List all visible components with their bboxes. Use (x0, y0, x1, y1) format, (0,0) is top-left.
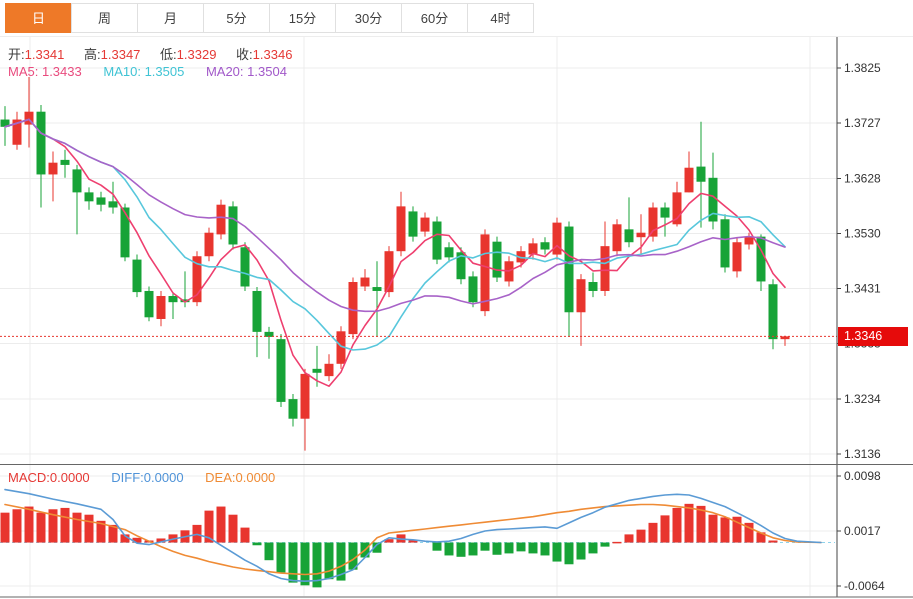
ohlc-info: 开:1.3341 高:1.3347 低:1.3329 收:1.3346 (8, 44, 308, 63)
ma10-value: 1.3505 (144, 64, 185, 79)
svg-text:1.3727: 1.3727 (844, 116, 881, 130)
ma5-label: MA5: (8, 64, 39, 79)
svg-text:1.3530: 1.3530 (844, 226, 881, 240)
dea-value: 0.0000 (235, 470, 276, 485)
dea-line (4, 503, 822, 576)
ma10-line (4, 118, 786, 351)
tab-5min[interactable]: 5分 (203, 3, 270, 33)
ma5-value: 1.3433 (41, 64, 82, 79)
svg-text:0.0017: 0.0017 (844, 524, 881, 538)
low-value: 1.3329 (176, 47, 217, 62)
svg-text:1.3136: 1.3136 (844, 447, 881, 461)
ma-info: MA5: 1.3433 MA10: 1.3505 MA20: 1.3504 (8, 64, 305, 79)
diff-line (4, 488, 822, 582)
svg-text:1.3628: 1.3628 (844, 171, 881, 185)
svg-text:1.3431: 1.3431 (844, 282, 881, 296)
svg-text:1.3234: 1.3234 (844, 392, 881, 406)
tabbar-divider (0, 36, 913, 37)
diff-label: DIFF: (111, 470, 144, 485)
tab-4hour[interactable]: 4时 (467, 3, 534, 33)
low-label: 低: (160, 47, 177, 62)
tab-day[interactable]: 日 (5, 3, 72, 33)
macd-histogram (0, 503, 778, 588)
ma20-value: 1.3504 (247, 64, 287, 79)
tab-15min[interactable]: 15分 (269, 3, 336, 33)
candles (0, 76, 790, 451)
ma20-line (4, 118, 786, 313)
diff-value: 0.0000 (143, 470, 184, 485)
panel-borders (0, 37, 913, 598)
high-label: 高: (84, 47, 101, 62)
close-value: 1.3346 (252, 47, 293, 62)
open-label: 开: (8, 47, 25, 62)
tab-60min[interactable]: 60分 (401, 3, 468, 33)
open-value: 1.3341 (24, 47, 65, 62)
svg-text:-0.0064: -0.0064 (844, 579, 885, 593)
timeframe-tabs: 日 周 月 5分 15分 30分 60分 4时 (5, 3, 534, 33)
ma5-line (4, 118, 786, 387)
svg-text:1.3825: 1.3825 (844, 61, 881, 75)
ma10-label: MA10: (103, 64, 141, 79)
macd-value: 0.0000 (49, 470, 90, 485)
grid-lines (0, 37, 837, 596)
tab-week[interactable]: 周 (71, 3, 138, 33)
ma20-label: MA20: (205, 64, 244, 79)
dea-label: DEA: (205, 470, 236, 485)
svg-text:0.0098: 0.0098 (844, 469, 881, 483)
close-label: 收: (236, 47, 253, 62)
current-price-badge: 1.3346 (838, 327, 908, 346)
macd-info: MACD:0.0000 DIFF:0.0000 DEA:0.0000 (8, 470, 293, 485)
high-value: 1.3347 (100, 47, 141, 62)
tab-month[interactable]: 月 (137, 3, 204, 33)
macd-label: MACD: (8, 470, 50, 485)
tab-30min[interactable]: 30分 (335, 3, 402, 33)
